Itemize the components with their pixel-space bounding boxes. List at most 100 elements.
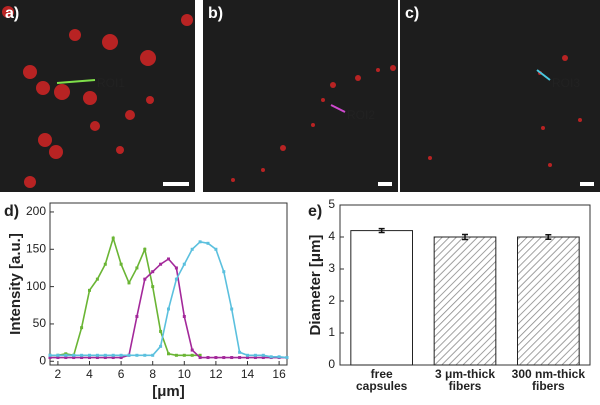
point (72, 356, 76, 360)
micrograph (400, 0, 600, 192)
point (80, 356, 84, 360)
point (182, 353, 186, 357)
point (246, 356, 249, 360)
cell (562, 55, 568, 61)
point (88, 353, 91, 357)
point (151, 285, 155, 289)
point (103, 356, 107, 360)
point (253, 353, 257, 357)
cell (24, 176, 36, 188)
y-axis-label: Intensity [a.u.] (7, 233, 24, 335)
cell (390, 65, 396, 71)
point (95, 353, 99, 357)
cell (261, 168, 265, 172)
point (103, 353, 107, 357)
point (182, 314, 186, 318)
cell (376, 68, 380, 72)
point (135, 266, 139, 270)
point (103, 262, 107, 266)
point (80, 326, 84, 330)
panel-label: a) (5, 5, 19, 22)
cell (36, 81, 50, 95)
point (127, 353, 131, 357)
cell (280, 145, 286, 151)
point (230, 356, 234, 360)
point (246, 353, 249, 357)
point (95, 356, 99, 360)
x-tick-label: 2 (55, 367, 62, 381)
y-tick-label: 0 (328, 357, 335, 371)
cell (321, 98, 325, 102)
point (88, 288, 91, 292)
bar (433, 236, 497, 366)
point (190, 247, 194, 251)
cell (69, 29, 81, 41)
point (198, 240, 202, 244)
point (190, 348, 194, 352)
roi-label: ROI3 (552, 76, 580, 90)
roi-line (536, 69, 551, 81)
point (167, 257, 170, 261)
x-tick-label: capsules (356, 379, 408, 393)
cell (23, 65, 37, 79)
point (261, 356, 265, 360)
y-tick-label: 0 (39, 353, 46, 367)
series-line (50, 235, 201, 357)
point (88, 356, 91, 360)
x-axis-label: [μm] (152, 383, 185, 400)
point (253, 356, 257, 360)
cell (49, 145, 63, 159)
point (159, 344, 163, 348)
x-tick-label: 4 (86, 367, 93, 381)
x-tick-label: 6 (118, 367, 125, 381)
cell (125, 110, 135, 120)
point (198, 356, 202, 360)
x-tick-label: fibers (449, 379, 482, 393)
cell (38, 133, 52, 147)
point (167, 352, 170, 356)
point (214, 247, 218, 251)
micrograph (203, 0, 398, 192)
bar (517, 236, 580, 366)
point (135, 314, 139, 318)
cell (83, 91, 97, 105)
point (143, 353, 147, 357)
y-axis-label: Diameter [μm] (307, 235, 324, 336)
y-tick-label: 2 (328, 293, 335, 307)
y-tick-label: 1 (328, 325, 335, 339)
cell (541, 126, 545, 130)
point (72, 353, 76, 357)
point (143, 247, 147, 251)
point (111, 356, 115, 360)
point (119, 356, 123, 360)
cell (2, 6, 14, 18)
y-tick-label: 5 (328, 197, 335, 211)
point (151, 353, 155, 357)
point (127, 281, 131, 285)
cell (355, 75, 361, 81)
point (174, 266, 178, 270)
y-tick-label: 100 (26, 279, 46, 293)
point (64, 353, 68, 357)
point (151, 270, 155, 274)
x-tick-label: 12 (209, 367, 223, 381)
point (285, 356, 289, 360)
panel-label: c) (405, 5, 419, 22)
point (119, 262, 123, 266)
error-bar (378, 227, 385, 234)
cell (140, 50, 156, 66)
point (159, 262, 163, 266)
panel-label: e) (308, 203, 322, 220)
y-tick-label: 150 (26, 241, 46, 255)
cell (102, 34, 118, 50)
point (111, 353, 115, 357)
point (174, 277, 178, 281)
point (56, 353, 60, 357)
point (198, 353, 202, 357)
x-tick-label: free (371, 367, 393, 381)
point (80, 353, 84, 357)
point (277, 355, 281, 359)
x-tick-label: 8 (149, 367, 156, 381)
point (238, 356, 242, 360)
